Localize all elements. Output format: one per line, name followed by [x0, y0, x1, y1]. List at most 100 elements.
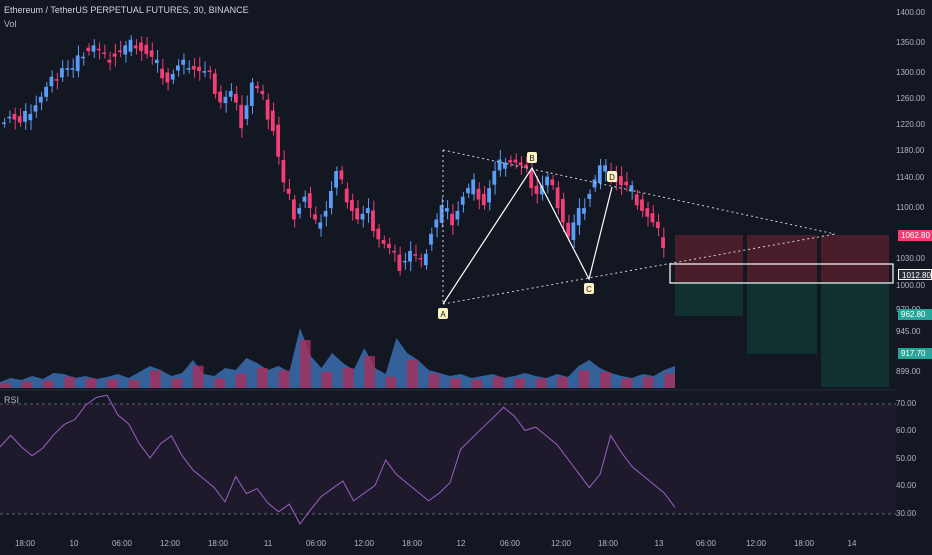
candle-body: [260, 91, 265, 94]
candle-body: [418, 258, 423, 260]
candle-body: [402, 260, 407, 263]
volume-bar: [621, 378, 633, 388]
candle-body: [381, 240, 386, 244]
volume-bar: [300, 340, 311, 388]
candle-body: [339, 170, 344, 180]
price-badge-teal: 917.70: [898, 348, 932, 359]
candle-body: [350, 200, 354, 211]
candle-body: [603, 165, 607, 172]
candle-body: [492, 171, 497, 185]
candle-body: [497, 159, 502, 171]
rsi-label: RSI: [4, 395, 20, 405]
time-tick-label: 18:00: [793, 539, 815, 548]
volume-bar: [450, 378, 461, 388]
candle-body: [276, 124, 280, 157]
time-tick-label: 11: [263, 539, 273, 548]
candle-body: [154, 59, 159, 64]
candle-body: [133, 45, 138, 49]
price-tick-label: 1350.00: [896, 38, 925, 47]
volume-bar: [21, 381, 33, 388]
candle-body: [397, 254, 402, 271]
entry-box: [669, 263, 894, 284]
volume-bar: [235, 373, 247, 388]
volume-bar: [150, 370, 161, 388]
price-tick-label: 1180.00: [896, 146, 925, 155]
pattern-point-label: B: [529, 154, 534, 163]
price-badge-white: 1012.80: [898, 269, 932, 280]
candle-body: [624, 181, 629, 186]
price-tick-label: 899.00: [896, 367, 921, 376]
candle-body: [286, 188, 291, 194]
time-tick-label: 18:00: [401, 539, 423, 548]
candle-body: [244, 105, 249, 119]
rsi-line: [0, 394, 676, 525]
candle-body: [33, 105, 38, 112]
time-tick-label: 18:00: [207, 539, 229, 548]
volume-bar: [278, 370, 290, 388]
volume-bar: [0, 383, 11, 388]
candle-body: [297, 208, 302, 214]
candle-body: [239, 104, 244, 129]
candle-body: [44, 86, 48, 97]
volume-bar: [600, 372, 611, 388]
volume-bar: [85, 378, 97, 388]
triangle-lower-line: [442, 233, 836, 305]
volume-bar: [385, 376, 397, 388]
price-tick-label: 1100.00: [896, 203, 925, 212]
candle-body: [2, 122, 6, 124]
abcd-pattern-line: [442, 166, 613, 305]
candle-body: [234, 93, 238, 103]
rsi-tick-label: 40.00: [896, 481, 917, 490]
volume-bar: [492, 376, 504, 388]
price-tick-label: 1000.00: [896, 281, 925, 290]
candle-body: [513, 159, 518, 163]
time-tick-label: 14: [847, 539, 857, 548]
profit-zone: [675, 282, 743, 316]
candle-body: [376, 228, 381, 240]
candle-body: [49, 76, 54, 87]
candle-body: [360, 213, 365, 220]
candle-body: [318, 222, 323, 229]
candle-body: [223, 96, 228, 104]
candle-body: [645, 208, 650, 217]
candle-body: [355, 208, 360, 220]
volume-bar: [64, 376, 75, 388]
candle-body: [191, 65, 196, 70]
candle-body: [597, 165, 602, 183]
volume-area: [0, 328, 675, 388]
candle-body: [70, 68, 75, 70]
candle-body: [471, 179, 476, 195]
candle-body: [75, 55, 80, 72]
candle-body: [439, 205, 444, 223]
volume-bar: [321, 372, 333, 388]
candle-body: [281, 160, 286, 183]
candle-body: [344, 188, 349, 203]
candle-body: [434, 219, 439, 228]
candle-body: [629, 185, 634, 192]
candle-body: [460, 196, 465, 205]
time-tick-label: 12:00: [159, 539, 181, 548]
price-tick-label: 1260.00: [896, 94, 925, 103]
candle-body: [292, 199, 296, 220]
time-tick-label: 06:00: [695, 539, 717, 548]
candle-body: [12, 113, 17, 120]
candle-body: [165, 72, 170, 83]
pattern-point-marker: [527, 152, 537, 163]
candle-body: [160, 68, 164, 79]
candle-body: [429, 233, 433, 245]
time-tick-label: 06:00: [499, 539, 521, 548]
candle-body: [576, 208, 581, 226]
candle-body: [323, 210, 328, 217]
candle-body: [476, 188, 481, 200]
time-tick-label: 12:00: [745, 539, 767, 548]
candle-body: [365, 208, 370, 214]
symbol-title[interactable]: Ethereum / TetherUS PERPETUAL FUTURES, 3…: [4, 5, 249, 15]
volume-bar: [171, 378, 183, 388]
time-tick-label: 12: [456, 539, 466, 548]
candle-body: [423, 253, 428, 266]
candle-body: [255, 85, 259, 89]
rsi-tick-label: 60.00: [896, 426, 917, 435]
candle-body: [249, 82, 254, 106]
